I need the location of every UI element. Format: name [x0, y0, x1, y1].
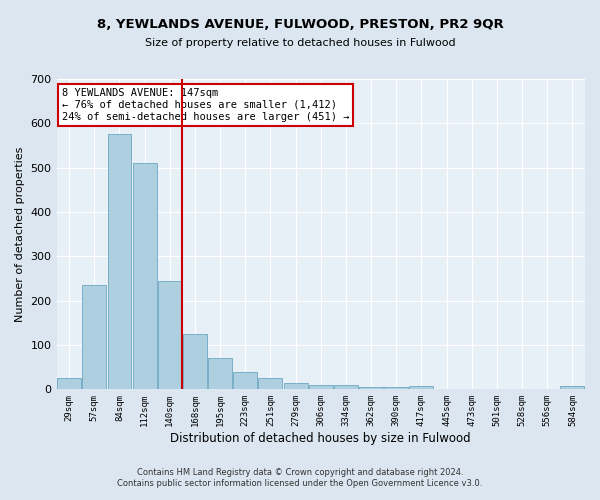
X-axis label: Distribution of detached houses by size in Fulwood: Distribution of detached houses by size … [170, 432, 471, 445]
Text: 8, YEWLANDS AVENUE, FULWOOD, PRESTON, PR2 9QR: 8, YEWLANDS AVENUE, FULWOOD, PRESTON, PR… [97, 18, 503, 30]
Bar [259, 378, 283, 390]
Text: 8 YEWLANDS AVENUE: 147sqm
← 76% of detached houses are smaller (1,412)
24% of se: 8 YEWLANDS AVENUE: 147sqm ← 76% of detac… [62, 88, 349, 122]
Bar [82, 285, 106, 390]
Bar [409, 386, 433, 390]
Bar [208, 358, 232, 390]
Bar [183, 334, 207, 390]
Bar [359, 387, 383, 390]
Bar [560, 386, 584, 390]
Bar [309, 385, 333, 390]
Bar [107, 134, 131, 390]
Text: Size of property relative to detached houses in Fulwood: Size of property relative to detached ho… [145, 38, 455, 48]
Bar [158, 280, 182, 390]
Bar [334, 385, 358, 390]
Bar [57, 378, 81, 390]
Bar [284, 382, 308, 390]
Bar [133, 163, 157, 390]
Bar [233, 372, 257, 390]
Y-axis label: Number of detached properties: Number of detached properties [15, 146, 25, 322]
Bar [385, 387, 408, 390]
Text: Contains HM Land Registry data © Crown copyright and database right 2024.
Contai: Contains HM Land Registry data © Crown c… [118, 468, 482, 487]
